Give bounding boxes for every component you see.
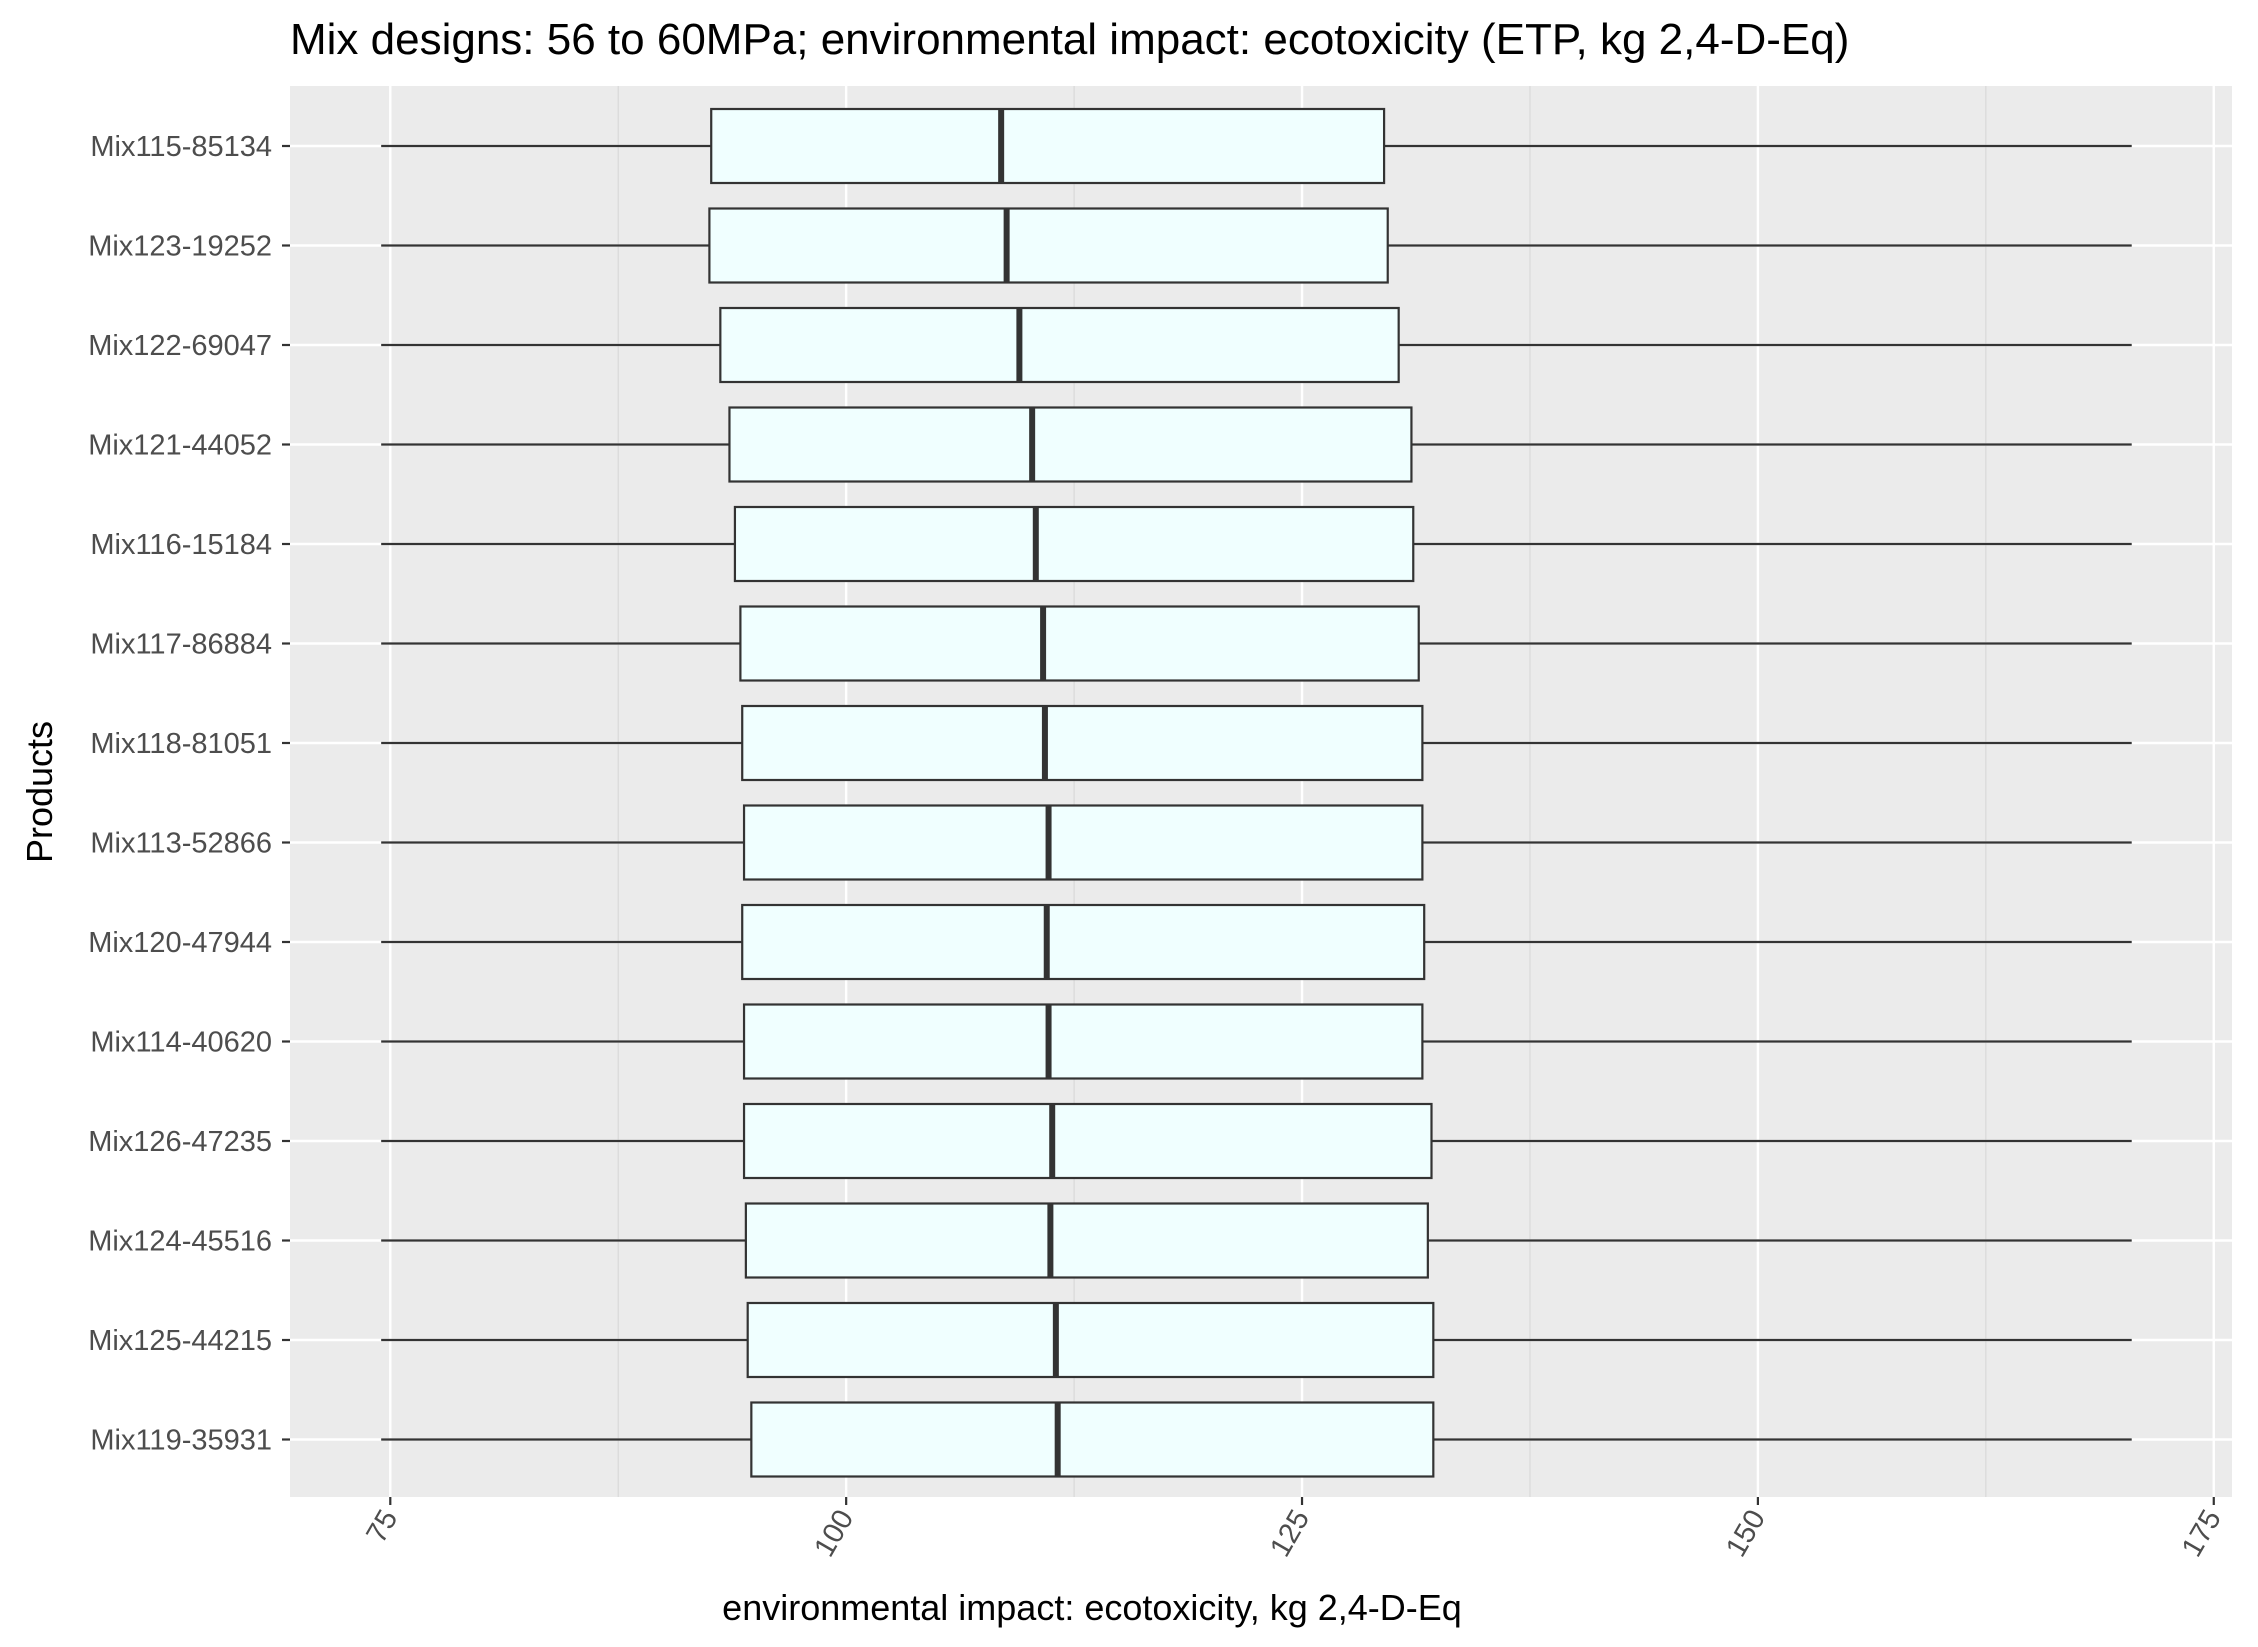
box-iqr [733, 505, 1415, 583]
y-tick-label: Mix126-47235 [88, 1126, 272, 1158]
y-tick-label: Mix125-44215 [88, 1325, 272, 1357]
box-iqr [744, 1202, 1429, 1279]
box-item [381, 605, 2132, 682]
y-tick-label: Mix117-86884 [90, 629, 272, 661]
y-tick-label: Mix115-85134 [90, 131, 272, 163]
x-axis: 75 100 125 150 175 [361, 1497, 2228, 1562]
y-tick-label: Mix113-52866 [90, 828, 272, 860]
box-item [381, 704, 2132, 782]
x-tick-label: 75 [361, 1505, 405, 1549]
y-tick-label: Mix122-69047 [88, 330, 272, 362]
y-axis: Mix115-85134 Mix123-19252 Mix122-69047 Mix1… [88, 131, 290, 1457]
box-iqr [742, 1102, 1433, 1180]
y-axis-title: Products [19, 721, 60, 863]
box-item [381, 1003, 2132, 1080]
box-item [381, 505, 2132, 583]
box-iqr [741, 704, 1424, 782]
y-tick-label: Mix116-15184 [90, 529, 272, 561]
y-tick-label: Mix123-19252 [88, 231, 272, 263]
x-tick-label: 125 [1264, 1505, 1316, 1563]
x-axis-title: environmental impact: ecotoxicity, kg 2,… [722, 1587, 1462, 1628]
chart-title: Mix designs: 56 to 60MPa; environmental … [290, 15, 1849, 64]
box-item [381, 1301, 2132, 1379]
y-tick-label: Mix119-35931 [90, 1425, 272, 1457]
x-tick-label: 100 [808, 1505, 860, 1563]
box-iqr [742, 804, 1424, 881]
box-iqr [710, 107, 1386, 185]
box-iqr [739, 605, 1420, 682]
box-iqr [742, 1003, 1424, 1080]
box-iqr [719, 306, 1400, 384]
box-item [381, 1102, 2132, 1180]
box-series [381, 107, 2132, 1478]
x-tick-label: 175 [2176, 1505, 2228, 1563]
box-iqr [708, 207, 1389, 284]
y-tick-label: Mix114-40620 [90, 1027, 272, 1059]
box-item [381, 107, 2132, 185]
y-tick-label: Mix121-44052 [88, 430, 272, 462]
box-item [381, 804, 2132, 881]
box-iqr [746, 1301, 1435, 1379]
box-iqr [750, 1401, 1435, 1478]
box-item [381, 207, 2132, 284]
box-item [381, 903, 2132, 981]
box-item [381, 406, 2132, 483]
y-tick-label: Mix120-47944 [88, 927, 272, 959]
box-iqr [741, 903, 1426, 981]
box-item [381, 1401, 2132, 1478]
plot-panel [290, 86, 2232, 1497]
y-tick-label: Mix118-81051 [90, 728, 272, 760]
y-tick-label: Mix124-45516 [88, 1226, 272, 1258]
x-tick-label: 150 [1720, 1505, 1772, 1563]
box-item [381, 306, 2132, 384]
box-iqr [728, 406, 1413, 483]
box-item [381, 1202, 2132, 1279]
